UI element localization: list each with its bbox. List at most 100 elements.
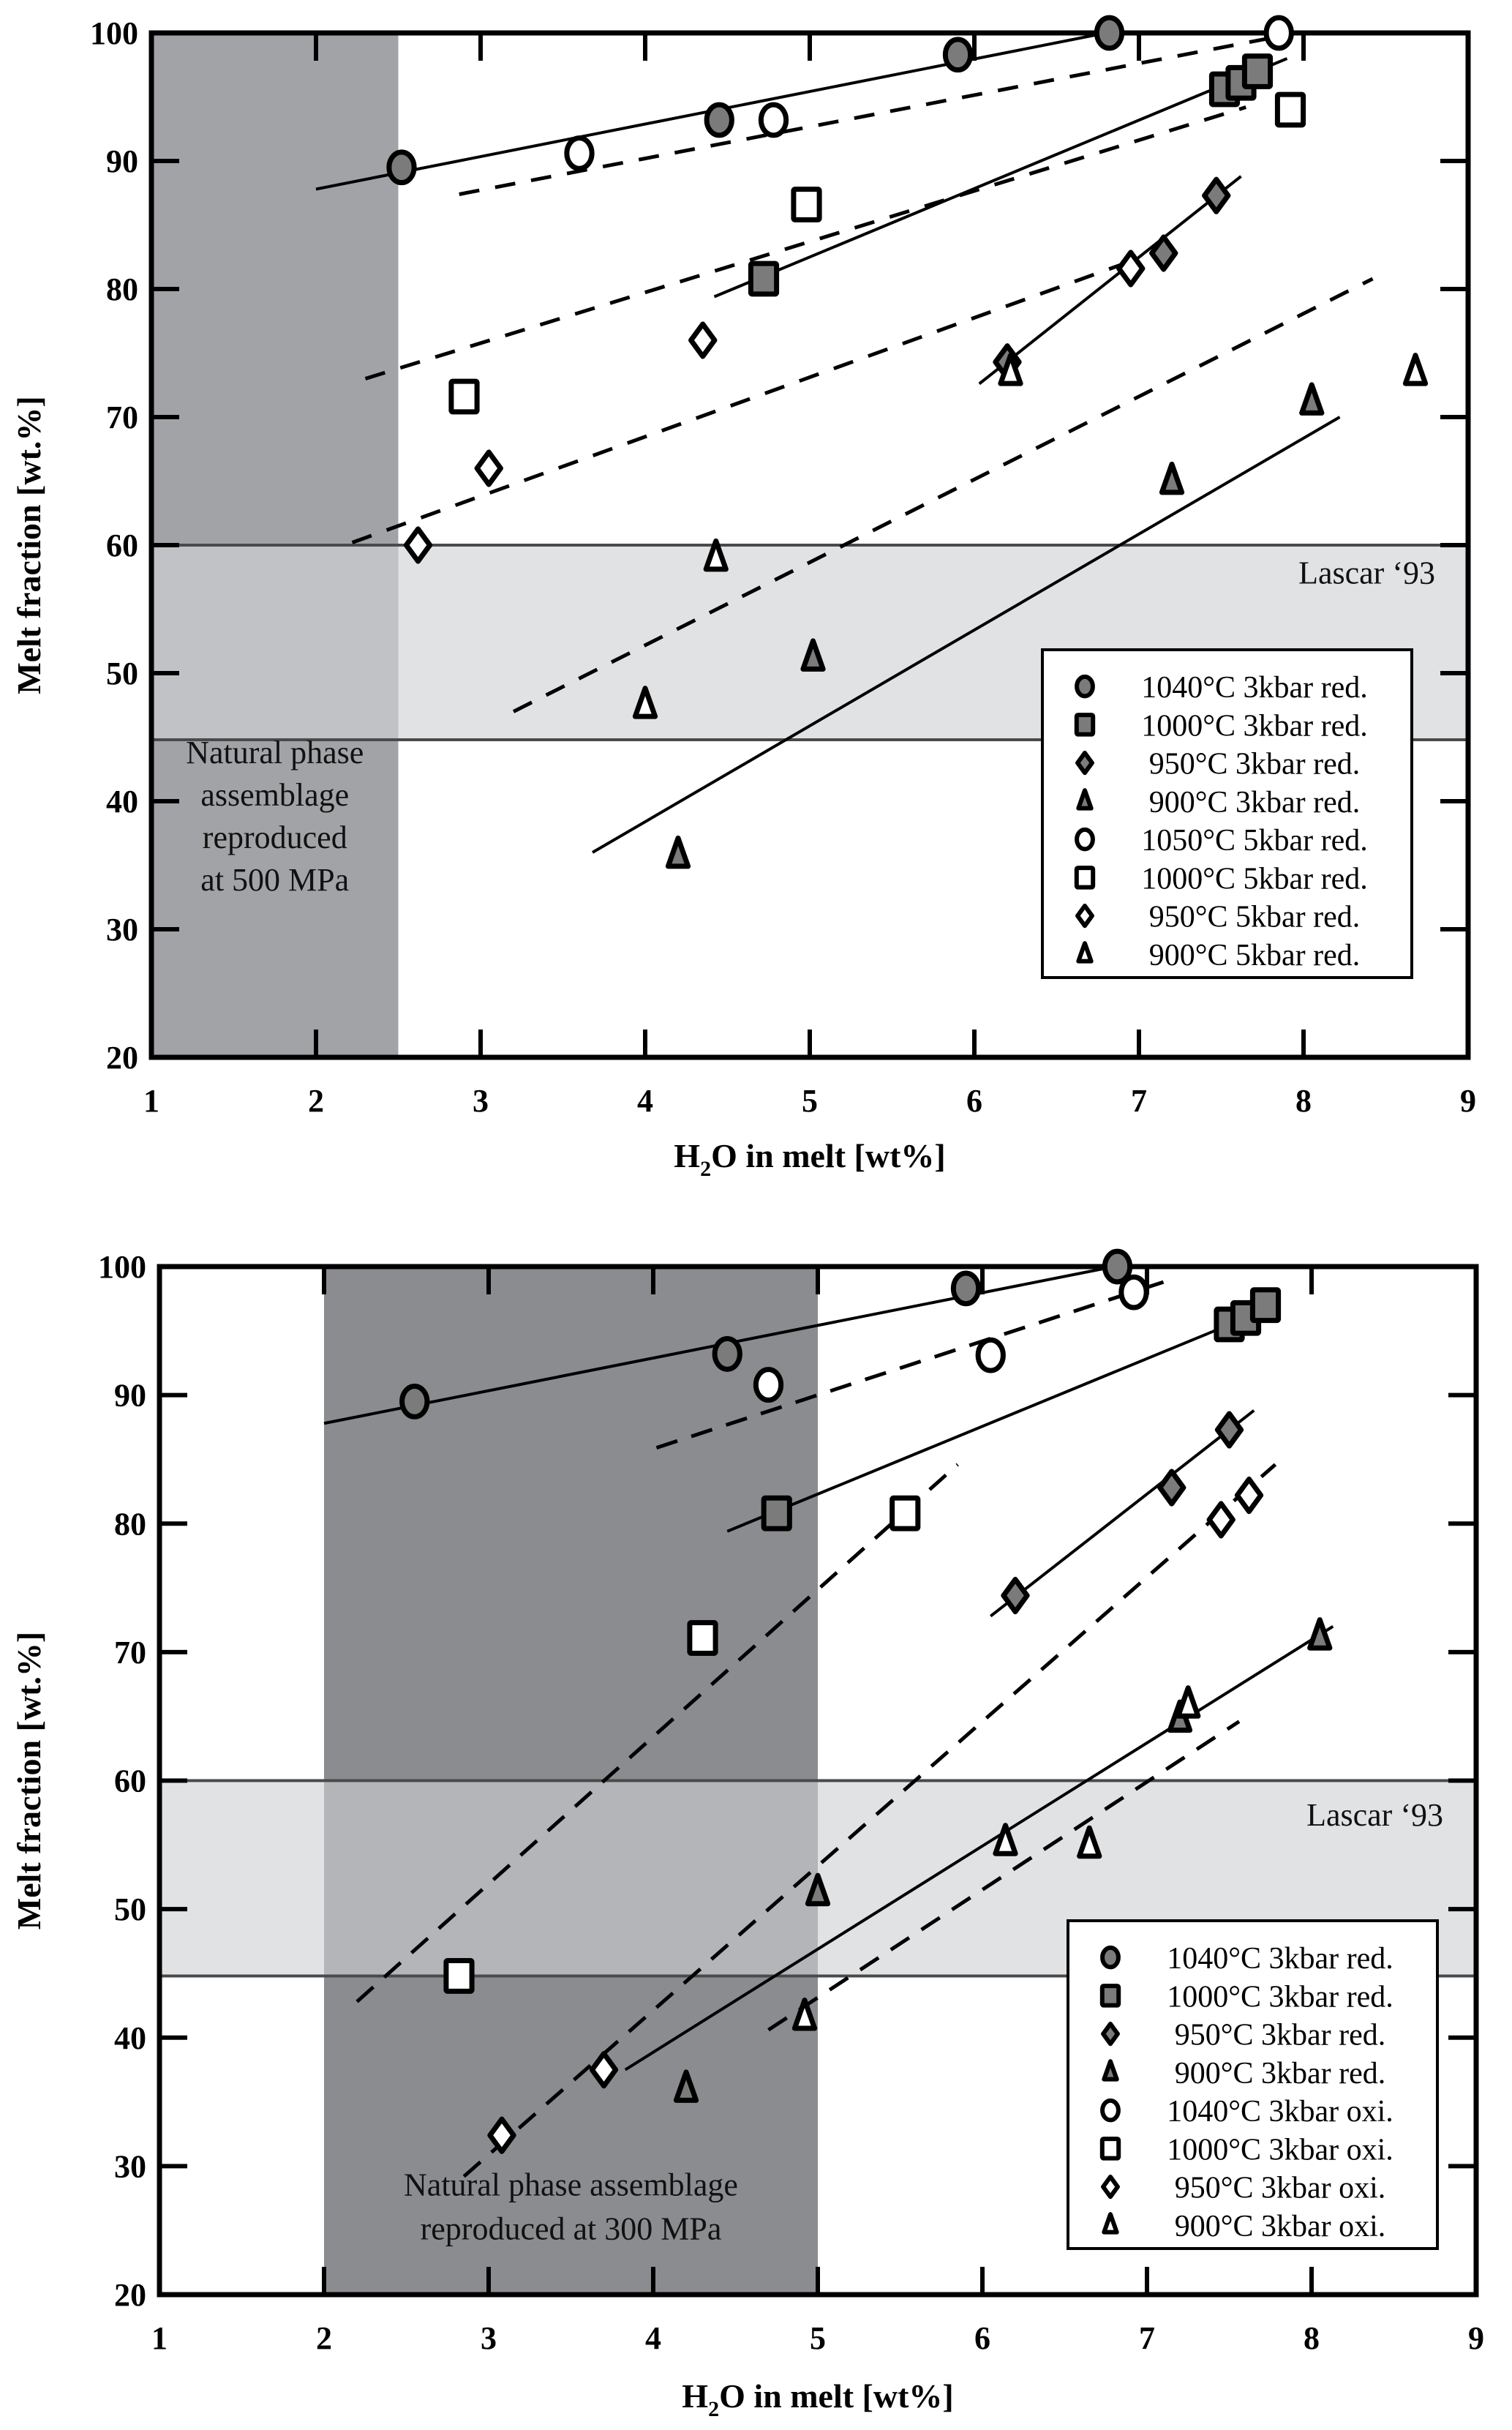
legend-marker (1075, 674, 1095, 699)
legend-label: 900°C 3kbar oxi. (1175, 2210, 1386, 2243)
legend-label: 1040°C 3kbar red. (1167, 1942, 1393, 1976)
data-point (1149, 234, 1178, 272)
data-point (1159, 461, 1185, 495)
natural-phase-annotation-line: reproduced at 300 MPa (421, 2211, 722, 2247)
natural-phase-annotation-line: assemblage (200, 777, 349, 813)
legend-marker (1102, 2212, 1119, 2235)
y-tick-label: 40 (114, 2020, 146, 2056)
legend-label: 1050°C 5kbar red. (1141, 824, 1368, 858)
y-tick-label: 30 (114, 2148, 146, 2184)
data-point (688, 321, 718, 359)
series-900-c-3kbar-red- (665, 382, 1325, 869)
x-tick-label: 2 (308, 1083, 324, 1119)
data-point (950, 1270, 982, 1307)
data-point (1001, 1577, 1030, 1615)
lascar-label: Lascar ‘93 (1306, 1797, 1443, 1833)
data-point (993, 1823, 1018, 1856)
series-950-c-3kbar-red- (1001, 1411, 1244, 1615)
fit-900-5kbar (512, 277, 1374, 713)
legend-label: 950°C 3kbar red. (1175, 2019, 1386, 2052)
data-point (942, 37, 974, 73)
x-axis-title: H2O in melt [wt%] (682, 2377, 953, 2421)
series-1000-c-3kbar-red- (748, 53, 1274, 297)
y-axis-title: Melt fraction [wt.%] (10, 1632, 48, 1930)
legend-marker (1075, 751, 1094, 776)
natural-phase-annotation: Natural phase assemblage reproduced at 30… (404, 2167, 738, 2247)
natural-phase-annotation: Natural phase assemblage reproduced at 500 … (186, 735, 364, 898)
x-tick-label: 5 (810, 2320, 826, 2356)
legend-marker (1099, 2137, 1121, 2161)
fit-900-oxi (767, 1720, 1241, 2032)
legend-marker (1076, 941, 1094, 964)
x-tick-label: 9 (1460, 1083, 1476, 1119)
data-point (589, 2051, 619, 2089)
x-tick-label: 4 (645, 2320, 661, 2356)
bottom-chart-panel: Natural phase assemblage reproduced at 30… (10, 1248, 1484, 2421)
lascar-label-line: Lascar ‘93 (1298, 555, 1435, 591)
region-overlap (151, 545, 399, 740)
x-tick-label: 7 (1139, 2320, 1155, 2356)
legend-label: 1000°C 3kbar oxi. (1167, 2133, 1393, 2167)
data-point (975, 1337, 1006, 1373)
series-1000-c-3kbar-oxi- (443, 1495, 921, 1994)
x-tick-label: 7 (1131, 1083, 1147, 1119)
data-point (1102, 1248, 1133, 1285)
legend-marker (1074, 866, 1096, 890)
data-point (704, 102, 734, 138)
y-tick-label: 100 (98, 1249, 146, 1285)
legend: 1040°C 3kbar red. 1000°C 3kbar red. 950°C … (1067, 1919, 1439, 2250)
y-tick-label: 70 (106, 400, 138, 435)
lascar-label: Lascar ‘93 (1298, 555, 1435, 591)
fit-1000-oxi (356, 1463, 959, 2003)
legend-marker (1101, 2022, 1120, 2047)
data-point (889, 1495, 921, 1531)
legend-label: 950°C 5kbar red. (1149, 901, 1361, 934)
fit-950-oxi (462, 1463, 1277, 2178)
data-point (791, 1998, 818, 2031)
data-point (748, 260, 780, 297)
data-point (1299, 382, 1325, 416)
data-point (1077, 1825, 1102, 1859)
legend-box (1067, 1919, 1439, 2250)
x-tick-label: 8 (1295, 1083, 1312, 1119)
y-tick-label: 20 (106, 1040, 138, 1076)
series-1000-c-5kbar-red- (448, 91, 1306, 415)
legend-marker (1101, 2175, 1120, 2200)
data-point (758, 102, 789, 138)
x-tick-label: 6 (974, 2320, 990, 2356)
data-point (1274, 91, 1306, 128)
data-point (1202, 176, 1231, 214)
data-point (753, 1367, 784, 1403)
x-axis-title-subscript: 2 (700, 1157, 711, 1181)
y-tick-label: 30 (106, 912, 138, 948)
fit-950-5kbar (351, 256, 1140, 544)
legend-label: 1040°C 3kbar oxi. (1167, 2095, 1393, 2129)
series-950-c-5kbar-red- (403, 250, 1146, 564)
legend-label: 1000°C 3kbar red. (1141, 709, 1368, 743)
legend-label: 900°C 3kbar red. (1149, 786, 1361, 820)
x-tick-label: 1 (143, 1083, 159, 1119)
data-point (1094, 15, 1125, 51)
series-1000-c-3kbar-red- (761, 1287, 1282, 1531)
x-axis-title-rest: O in melt [wt%] (711, 1137, 946, 1174)
fit-900-red (624, 1625, 1334, 2071)
x-axis-title-h: H (674, 1137, 700, 1174)
lascar-label-line: Lascar ‘93 (1306, 1797, 1443, 1833)
y-tick-label: 90 (114, 1378, 146, 1414)
data-point (687, 1620, 718, 1656)
data-point (386, 149, 417, 186)
y-tick-label: 20 (114, 2277, 146, 2313)
y-tick-label: 100 (90, 15, 138, 51)
data-point (1176, 1685, 1201, 1719)
y-axis-title: Melt fraction [wt.%] (10, 396, 48, 694)
series-950-c-3kbar-oxi- (487, 1477, 1264, 2154)
x-tick-label: 1 (151, 2320, 168, 2356)
y-tick-label: 70 (114, 1635, 146, 1670)
legend-label: 950°C 3kbar oxi. (1175, 2172, 1386, 2205)
y-tick-label: 60 (106, 528, 138, 563)
natural-phase-annotation-line: Natural phase assemblage (404, 2167, 738, 2203)
data-point (805, 1872, 831, 1907)
y-tick-label: 80 (114, 1506, 146, 1542)
data-point (1402, 353, 1429, 386)
x-axis-title-rest: O in melt [wt%] (719, 2377, 954, 2415)
